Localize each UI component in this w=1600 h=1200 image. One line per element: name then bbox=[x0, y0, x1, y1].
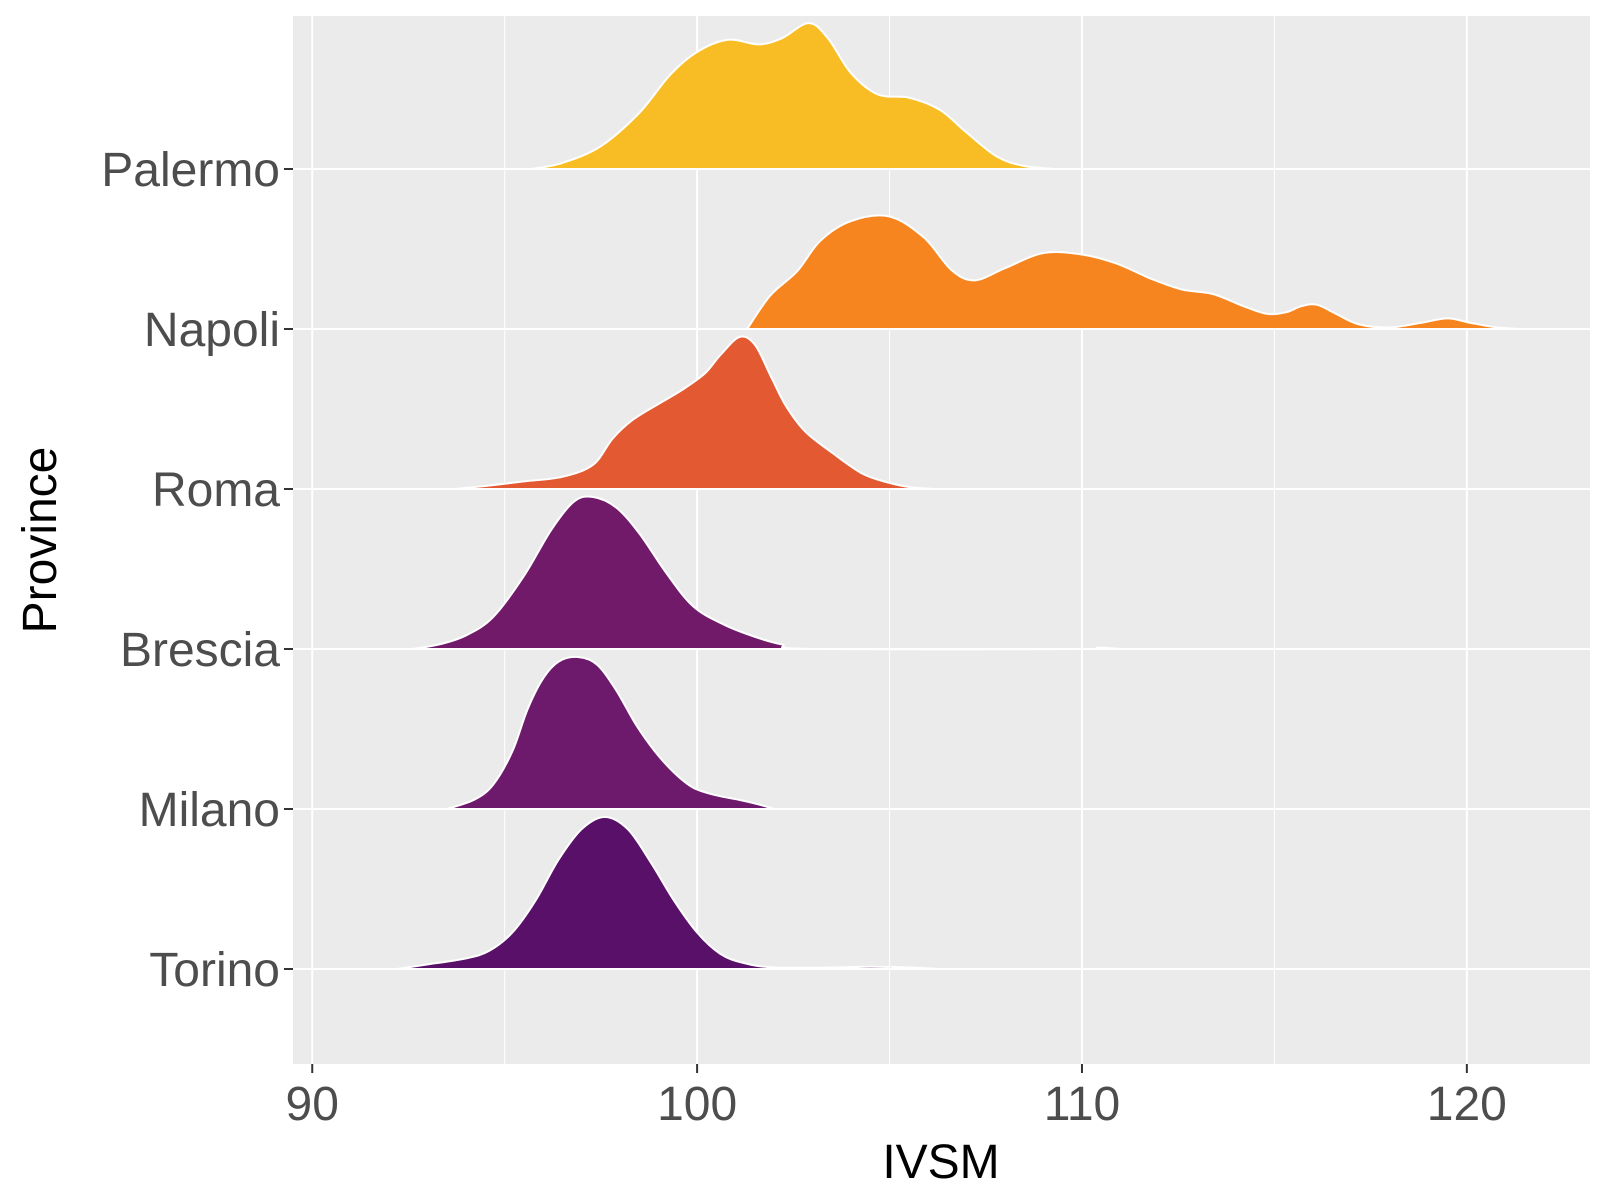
ridge-roma bbox=[453, 335, 937, 490]
y-axis-title: Province bbox=[14, 447, 67, 634]
y-axis: Torino Milano Brescia Roma Napoli Palermo bbox=[101, 144, 293, 997]
ridge-torino bbox=[395, 816, 941, 970]
density-ridges bbox=[395, 22, 1522, 970]
ridge-milano bbox=[445, 655, 776, 810]
minor-gridlines bbox=[504, 16, 1275, 1064]
y-tick-label: Palermo bbox=[101, 144, 280, 197]
y-tick-label: Torino bbox=[149, 944, 280, 997]
panel-background bbox=[293, 16, 1590, 1064]
x-tick-label: 100 bbox=[657, 1078, 737, 1131]
y-tick-label: Roma bbox=[152, 464, 280, 517]
y-tick-label: Napoli bbox=[144, 304, 280, 357]
x-tick-label: 120 bbox=[1427, 1078, 1507, 1131]
x-axis-title: IVSM bbox=[882, 1136, 999, 1189]
x-tick-label: 90 bbox=[286, 1078, 339, 1131]
ridge-brescia bbox=[411, 495, 1122, 651]
x-axis: 90 100 110 120 bbox=[286, 1064, 1507, 1131]
x-tick-label: 110 bbox=[1044, 1078, 1121, 1131]
y-tick-label: Milano bbox=[139, 784, 280, 837]
ridge-napoli bbox=[746, 214, 1522, 330]
ridge-palermo bbox=[530, 22, 1056, 170]
y-tick-label: Brescia bbox=[120, 624, 280, 677]
